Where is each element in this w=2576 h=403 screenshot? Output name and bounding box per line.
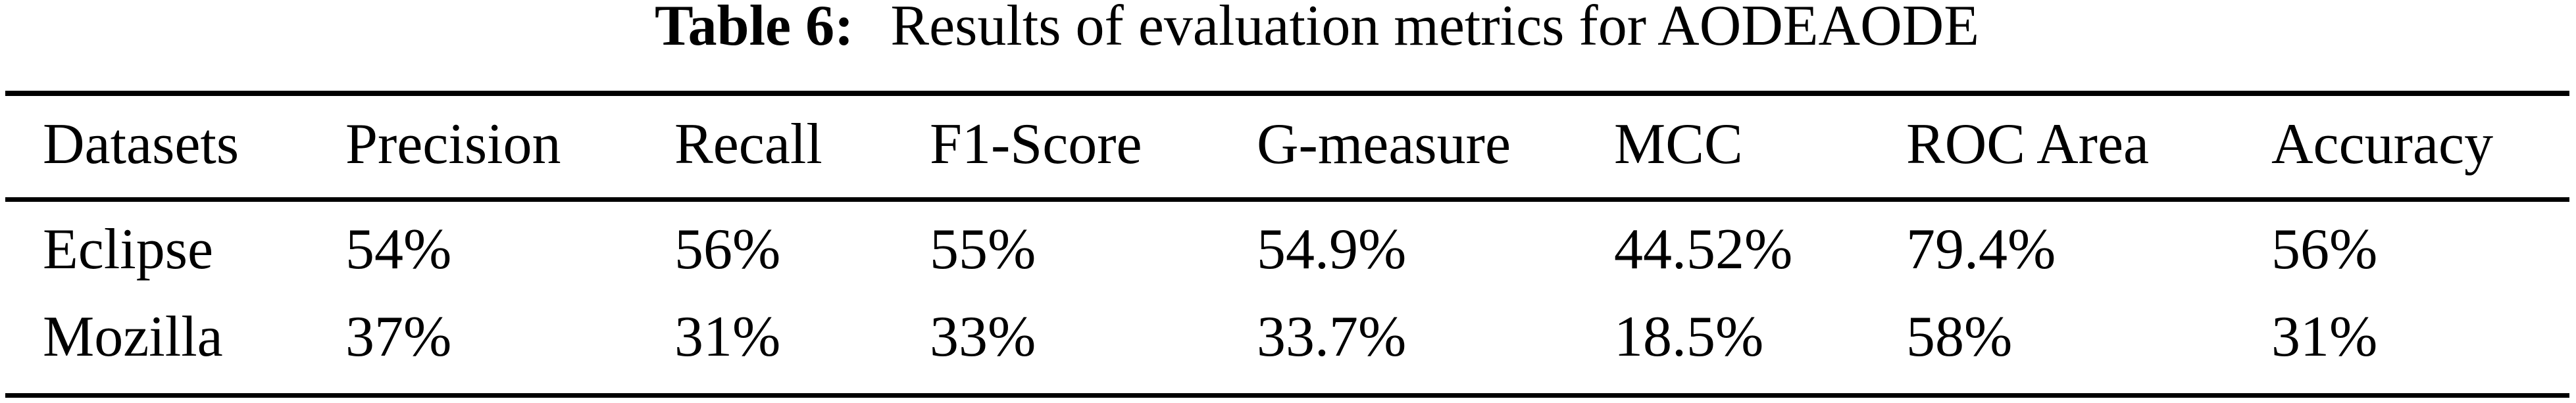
column-header-recall: Recall [674, 112, 822, 176]
table-cell: 56% [674, 218, 781, 281]
table-caption-text: Results of evaluation metrics for AODEAO… [890, 0, 1979, 58]
table-cell: 56% [2271, 218, 2378, 281]
table-caption-label: Table 6: [655, 0, 854, 58]
table-caption: Table 6: Results of evaluation metrics fo… [0, 0, 2576, 55]
column-header-precision: Precision [345, 112, 561, 176]
table-cell: 55% [930, 218, 1036, 281]
column-header-mcc: MCC [1614, 112, 1743, 176]
table-cell: 58% [1906, 305, 2013, 369]
table-cell: 44.52% [1614, 218, 1793, 281]
table-cell: 37% [345, 305, 452, 369]
table-cell: 79.4% [1906, 218, 2056, 281]
table-cell: 31% [674, 305, 781, 369]
table-rule-top [5, 91, 2569, 96]
column-header-g-measure: G-measure [1257, 112, 1511, 176]
table-cell: 54% [345, 218, 452, 281]
column-header-roc-area: ROC Area [1906, 112, 2150, 176]
column-header-datasets: Datasets [43, 112, 240, 176]
column-header-f1-score: F1-Score [930, 112, 1142, 176]
table-cell: 18.5% [1614, 305, 1764, 369]
column-header-accuracy: Accuracy [2271, 112, 2494, 176]
row-label-mozilla: Mozilla [43, 305, 223, 369]
table-rule-header-divider [5, 197, 2569, 202]
table-cell: 33% [930, 305, 1036, 369]
table-rule-bottom [5, 393, 2569, 398]
row-label-eclipse: Eclipse [43, 218, 214, 281]
table-cell: 54.9% [1257, 218, 1407, 281]
table-cell: 31% [2271, 305, 2378, 369]
table-cell: 33.7% [1257, 305, 1407, 369]
